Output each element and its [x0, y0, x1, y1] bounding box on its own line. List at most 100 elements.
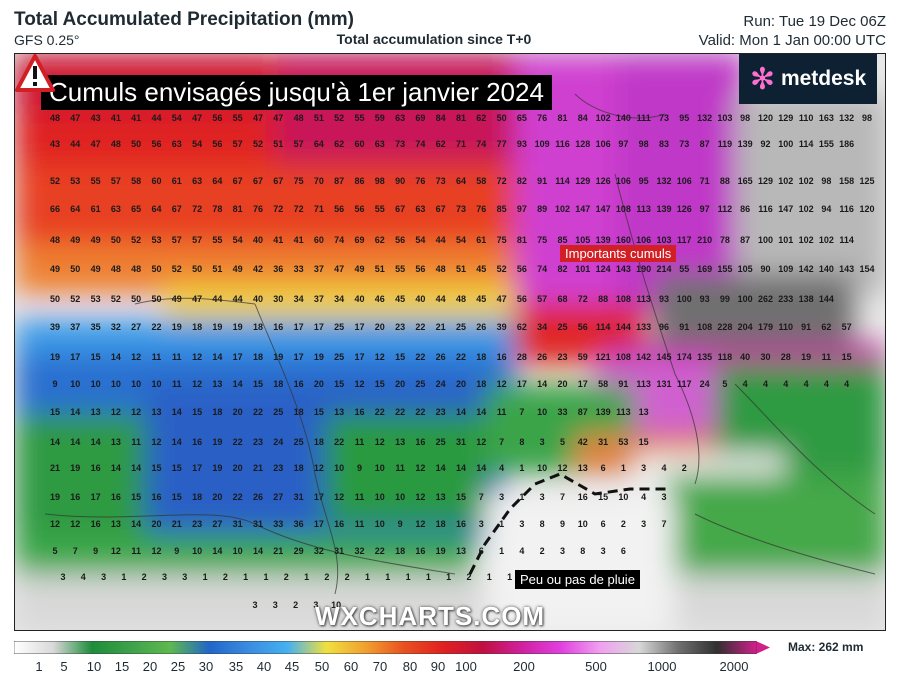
grid-value: 58 — [131, 176, 142, 186]
grid-value: 40 — [252, 235, 264, 245]
grid-value: 4 — [803, 379, 809, 389]
grid-value: 76 — [415, 176, 426, 186]
grid-value: 102 — [818, 235, 834, 245]
header-title: Total Accumulated Precipitation (mm) — [14, 9, 354, 30]
grid-value: 55 — [232, 113, 243, 123]
grid-value: 90 — [760, 264, 771, 274]
grid-value: 1 — [121, 572, 127, 582]
grid-value: 14 — [70, 437, 81, 447]
grid-value: 3 — [161, 572, 168, 582]
grid-value: 15 — [171, 463, 182, 473]
grid-value: 56 — [354, 204, 365, 214]
grid-value: 53 — [618, 437, 629, 447]
grid-value: 108 — [615, 204, 631, 214]
grid-value: 52 — [110, 294, 121, 304]
grid-value: 72 — [273, 204, 284, 214]
grid-value: 16 — [151, 492, 162, 502]
grid-value: 142 — [636, 352, 652, 362]
grid-value: 42 — [577, 437, 588, 447]
grid-value: 2 — [539, 546, 545, 556]
grid-value: 13 — [212, 379, 223, 389]
grid-value: 19 — [212, 322, 223, 332]
grid-value: 12 — [354, 379, 365, 389]
grid-value: 20 — [557, 379, 568, 389]
grid-value: 92 — [760, 139, 771, 149]
grid-value: 88 — [598, 294, 609, 304]
warning-icon — [15, 54, 55, 92]
grid-value: 186 — [839, 139, 855, 149]
grid-value: 59 — [374, 113, 385, 123]
grid-value: 10 — [577, 519, 588, 529]
grid-value: 17 — [293, 322, 304, 332]
grid-value: 10 — [70, 379, 81, 389]
grid-value: 51 — [374, 264, 385, 274]
grid-value: 18 — [192, 492, 203, 502]
grid-value: 10 — [374, 492, 385, 502]
grid-value: 3 — [661, 492, 667, 502]
grid-value: 73 — [658, 113, 670, 123]
grid-value: 74 — [334, 235, 345, 245]
grid-value: 52 — [70, 294, 81, 304]
grid-value: 21 — [252, 463, 264, 473]
grid-value: 62 — [476, 113, 487, 123]
grid-value: 31 — [598, 437, 609, 447]
grid-value: 17 — [313, 492, 324, 502]
grid-value: 14 — [171, 407, 182, 417]
grid-value: 18 — [252, 352, 264, 362]
grid-value: 25 — [415, 379, 426, 389]
grid-value: 15 — [374, 379, 385, 389]
grid-value: 102 — [798, 204, 814, 214]
grid-value: 11 — [131, 546, 141, 556]
grid-value: 52 — [334, 113, 345, 123]
grid-value: 142 — [798, 264, 814, 274]
grid-value: 31 — [293, 492, 304, 502]
grid-value: 40 — [252, 294, 264, 304]
precipitation-map[interactable]: 48 47 43 41 41 44 54 47 56 55 47 47 48 51 52 55 59 63 69 84… — [14, 53, 886, 631]
grid-value: 27 — [273, 492, 284, 502]
grid-value: 20 — [374, 322, 385, 332]
grid-value: 210 — [697, 235, 713, 245]
grid-value: 20 — [395, 379, 406, 389]
grid-value: 67 — [395, 204, 406, 214]
grid-value: 1 — [405, 572, 411, 582]
grid-value: 56 — [577, 322, 588, 332]
grid-value: 19 — [171, 322, 182, 332]
grid-value: 45 — [476, 264, 487, 274]
grid-value: 11 — [172, 352, 182, 362]
grid-value: 69 — [354, 235, 365, 245]
legend-tick: 5 — [60, 659, 68, 674]
legend-tick: 70 — [372, 659, 388, 674]
grid-value: 25 — [293, 437, 304, 447]
grid-value: 74 — [415, 139, 426, 149]
grid-value: 8 — [539, 519, 545, 529]
grid-value: 106 — [676, 176, 692, 186]
grid-value: 140 — [818, 264, 834, 274]
grid-value: 2 — [283, 572, 289, 582]
grid-value: 111 — [636, 113, 651, 123]
grid-value: 64 — [151, 204, 162, 214]
legend-tick: 1000 — [647, 659, 677, 674]
grid-value: 2 — [141, 572, 147, 582]
grid-value: 6 — [600, 519, 606, 529]
grid-value: 100 — [757, 235, 774, 245]
grid-value: 16 — [273, 322, 284, 332]
grid-value: 233 — [778, 294, 794, 304]
grid-value: 25 — [557, 322, 568, 332]
grid-value: 64 — [70, 204, 81, 214]
grid-value: 48 — [131, 264, 142, 274]
grid-value: 15 — [151, 463, 162, 473]
grid-value: 14 — [90, 437, 101, 447]
grid-value: 1 — [499, 519, 505, 529]
grid-value: 58 — [598, 379, 609, 389]
watermark: WXCHARTS.COM — [315, 601, 546, 631]
grid-value: 14 — [110, 352, 121, 362]
grid-value: 48 — [110, 139, 121, 149]
grid-value: 16 — [110, 492, 121, 502]
grid-value: 30 — [760, 352, 771, 362]
grid-value: 44 — [435, 294, 446, 304]
grid-value: 12 — [374, 352, 385, 362]
grid-value: 89 — [537, 204, 548, 214]
grid-value: 139 — [737, 139, 753, 149]
grid-value: 47 — [273, 113, 284, 123]
grid-value: 22 — [415, 407, 426, 417]
